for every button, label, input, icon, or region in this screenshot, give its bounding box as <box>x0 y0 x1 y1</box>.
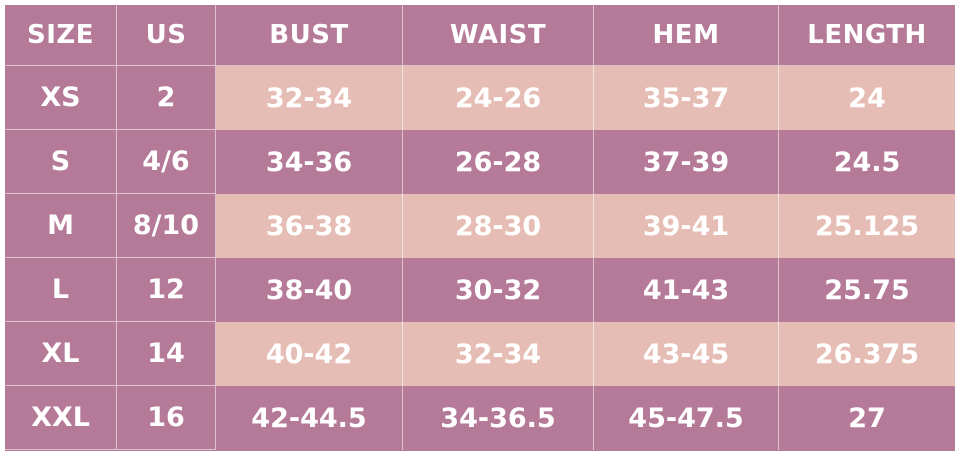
cell-size: XL <box>5 322 117 386</box>
cell-length: 26.375 <box>779 322 955 386</box>
cell-waist: 26-28 <box>403 130 594 194</box>
cell-us: 8/10 <box>117 194 216 258</box>
cell-size: XXL <box>5 386 117 450</box>
cell-us: 16 <box>117 386 216 450</box>
header-size: SIZE <box>5 5 117 66</box>
cell-us: 14 <box>117 322 216 386</box>
cell-us: 12 <box>117 258 216 322</box>
header-length: LENGTH <box>779 5 955 66</box>
cell-waist: 28-30 <box>403 194 594 258</box>
cell-us: 2 <box>117 66 216 130</box>
cell-waist: 30-32 <box>403 258 594 322</box>
header-hem: HEM <box>594 5 779 66</box>
size-chart-table: SIZE US BUST WAIST HEM LENGTH XS 2 32-34 24-26 35-… <box>5 5 955 451</box>
header-waist: WAIST <box>403 5 594 66</box>
cell-bust: 34-36 <box>216 130 403 194</box>
cell-size: M <box>5 194 117 258</box>
cell-size: XS <box>5 66 117 130</box>
header-us: US <box>117 5 216 66</box>
cell-hem: 43-45 <box>594 322 779 386</box>
cell-hem: 45-47.5 <box>594 386 779 450</box>
cell-bust: 38-40 <box>216 258 403 322</box>
cell-hem: 35-37 <box>594 66 779 130</box>
header-bust: BUST <box>216 5 403 66</box>
cell-waist: 34-36.5 <box>403 386 594 450</box>
cell-bust: 32-34 <box>216 66 403 130</box>
cell-bust: 42-44.5 <box>216 386 403 450</box>
cell-length: 24 <box>779 66 955 130</box>
cell-length: 27 <box>848 402 886 434</box>
cell-bust: 40-42 <box>216 322 403 386</box>
cell-size: L <box>5 258 117 322</box>
cell-length: 25.75 <box>824 274 910 306</box>
cell-length: 24.5 <box>833 146 901 178</box>
cell-length: 25.125 <box>779 194 955 258</box>
cell-size: S <box>5 130 117 194</box>
cell-waist: 32-34 <box>403 322 594 386</box>
cell-waist: 24-26 <box>403 66 594 130</box>
cell-us: 4/6 <box>117 130 216 194</box>
cell-bust: 36-38 <box>216 194 403 258</box>
cell-hem: 41-43 <box>594 258 779 322</box>
cell-hem: 39-41 <box>594 194 779 258</box>
cell-hem: 37-39 <box>594 130 779 194</box>
